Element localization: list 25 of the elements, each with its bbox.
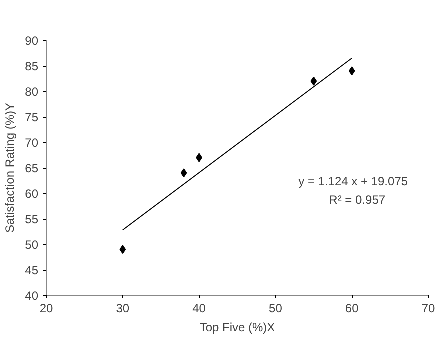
- x-tick-label: 50: [269, 302, 283, 316]
- point: [180, 168, 188, 178]
- y-tick-label: 75: [25, 110, 39, 124]
- x-tick-label: 60: [345, 302, 360, 316]
- point: [120, 245, 126, 254]
- point: [310, 76, 318, 86]
- y-tick-label: 70: [25, 136, 39, 150]
- y-tick-label: 65: [25, 162, 39, 176]
- x-tick-label: 20: [40, 302, 54, 316]
- point: [348, 66, 356, 76]
- y-tick-label: 50: [25, 238, 39, 252]
- y-tick-label: 40: [25, 289, 39, 303]
- y-axis-title: Satisfaction Rating (%)Y: [3, 102, 18, 234]
- x-tick-label: 40: [192, 302, 206, 316]
- y-tick-label: 85: [25, 60, 39, 74]
- y-tick-label: 90: [25, 34, 39, 48]
- annotation: y = 1.124 x + 19.075: [298, 174, 408, 188]
- y-tick-label: 55: [25, 212, 39, 226]
- y-tick-label: 60: [25, 187, 39, 201]
- y-tick-label: 45: [25, 264, 39, 278]
- x-axis-title: Top Five (%)X: [200, 320, 276, 334]
- y-tick-label: 80: [25, 85, 39, 99]
- annotation: R² = 0.957: [329, 192, 386, 207]
- x-tick-label: 70: [422, 302, 436, 316]
- x-tick-label: 30: [116, 302, 130, 316]
